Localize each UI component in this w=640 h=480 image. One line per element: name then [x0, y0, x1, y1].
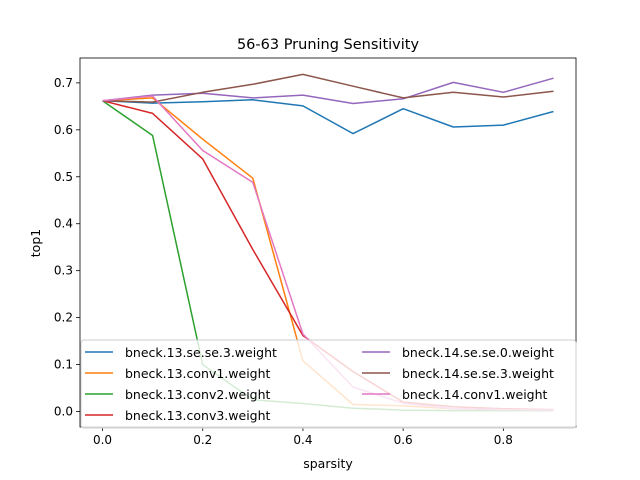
- series-line-6: [102, 73, 554, 103]
- legend-label-4: bneck.13.conv3.weight: [125, 408, 271, 423]
- series-line-1: [102, 99, 554, 135]
- x-axis-ticks: 0.0 0.2 0.4 0.6 0.8: [93, 427, 513, 447]
- x-tick-label: 0.6: [394, 433, 413, 447]
- y-tick-label: 0.7: [54, 76, 73, 90]
- legend-label-7: bneck.14.conv1.weight: [402, 387, 548, 402]
- y-tick-label: 0.3: [54, 264, 73, 278]
- x-axis-label: sparsity: [303, 456, 353, 471]
- y-tick-label: 0.5: [54, 170, 73, 184]
- x-tick-label: 0.2: [193, 433, 212, 447]
- legend-label-3: bneck.13.conv2.weight: [125, 387, 271, 402]
- y-tick-label: 0.0: [54, 405, 73, 419]
- y-axis-label: top1: [28, 229, 43, 257]
- x-tick-label: 0.0: [93, 433, 112, 447]
- legend-label-1: bneck.13.se.se.3.weight: [125, 345, 277, 360]
- legend-label-2: bneck.13.conv1.weight: [125, 366, 271, 381]
- legend-label-6: bneck.14.se.se.3.weight: [402, 366, 554, 381]
- y-tick-label: 0.1: [54, 358, 73, 372]
- x-tick-label: 0.4: [293, 433, 312, 447]
- y-tick-label: 0.4: [54, 217, 73, 231]
- x-tick-label: 0.8: [494, 433, 513, 447]
- y-tick-label: 0.2: [54, 311, 73, 325]
- series-line-5: [102, 77, 554, 105]
- chart-title: 56-63 Pruning Sensitivity: [237, 37, 420, 53]
- y-axis-ticks: 0.0 0.1 0.2 0.3 0.4 0.5 0.6 0.7: [54, 76, 80, 419]
- legend-box: [80, 339, 577, 429]
- legend: bneck.13.se.se.3.weight bneck.13.conv1.we…: [80, 339, 577, 429]
- y-tick-label: 0.6: [54, 123, 73, 137]
- legend-label-5: bneck.14.se.se.0.weight: [402, 345, 554, 360]
